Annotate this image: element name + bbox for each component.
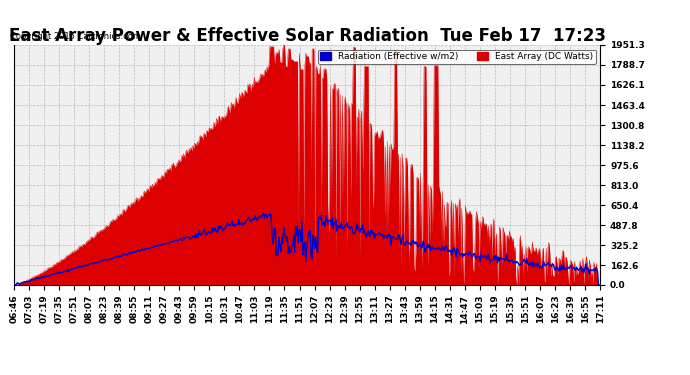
- Title: East Array Power & Effective Solar Radiation  Tue Feb 17  17:23: East Array Power & Effective Solar Radia…: [8, 27, 606, 45]
- Legend: Radiation (Effective w/m2), East Array (DC Watts): Radiation (Effective w/m2), East Array (…: [317, 50, 595, 64]
- Text: Copyright 2015 Cartronics.com: Copyright 2015 Cartronics.com: [10, 32, 141, 41]
